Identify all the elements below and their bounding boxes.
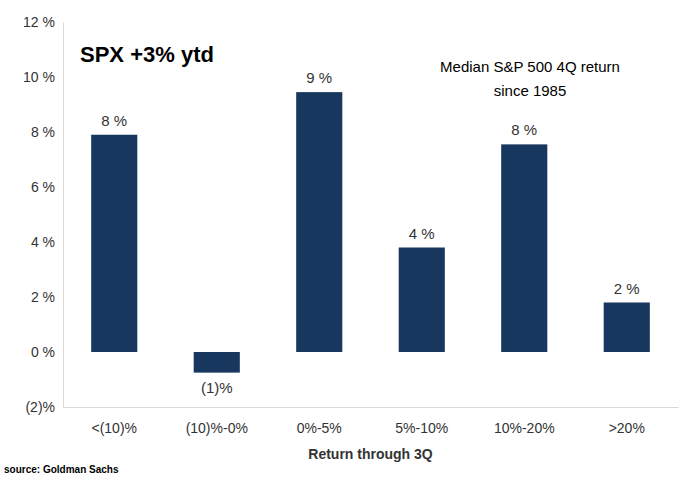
y-tick-label: 8 % [31,124,55,140]
x-tick-label: 10%-20% [494,420,555,436]
data-label: 2 % [614,280,640,297]
y-tick: 8 % [31,124,63,140]
y-tick: 0 % [31,344,63,360]
x-axis: <(10)% (10)%-0% 0%-5% 5%-10% 10%-20% >20% [64,407,679,436]
source: source: Goldman Sachs [4,464,119,475]
x-tick-label: >20% [609,420,645,436]
y-tick-label: 4 % [31,234,55,250]
data-label: 4 % [409,225,435,242]
data-label: 8 % [511,121,537,138]
x-axis-line [64,407,679,408]
bar [604,303,650,353]
bar [91,135,137,352]
bar [399,248,445,353]
y-axis-line [63,23,64,408]
y-tick-label: (2)% [25,399,55,415]
bars [91,92,650,373]
x-tick: <(10)% [91,407,137,436]
x-tick-label: (10)%-0% [186,420,248,436]
x-tick-label: 5%-10% [395,420,448,436]
y-tick-label: 6 % [31,179,55,195]
y-tick-label: 10 % [23,69,55,85]
data-label: 9 % [306,69,332,86]
y-tick-label: 0 % [31,344,55,360]
y-tick: 12 % [23,14,63,30]
bar [501,144,547,352]
x-tick-label: 0%-5% [297,420,342,436]
x-tick: >20% [609,407,645,436]
y-tick: 4 % [31,234,63,250]
bar [296,92,342,352]
title: Median S&P 500 4Q returnsince 1985 [440,58,620,99]
y-axis: (2)% 0 % 2 % 4 % 6 % 8 % 10 % 12 % [23,14,63,415]
x-tick: 5%-10% [395,407,448,436]
chart: (2)% 0 % 2 % 4 % 6 % 8 % 10 % 12 % <(10)% (10)%-0… [0,0,700,479]
y-tick: 6 % [31,179,63,195]
bar [194,352,240,373]
y-tick: (2)% [25,399,63,415]
data-labels: 8 % (1)% 9 % 4 % 8 % 2 % [101,69,639,396]
y-tick: 10 % [23,69,63,85]
x-tick: (10)%-0% [186,407,248,436]
y-tick-label: 12 % [23,14,55,30]
x-tick-label: <(10)% [91,420,137,436]
x-tick: 0%-5% [297,407,342,436]
annotation: SPX +3% ytd [80,42,214,67]
x-axis-title: Return through 3Q [308,446,433,462]
data-label: 8 % [101,112,127,129]
y-tick: 2 % [31,289,63,305]
data-label: (1)% [201,379,233,396]
x-tick: 10%-20% [494,407,555,436]
y-tick-label: 2 % [31,289,55,305]
